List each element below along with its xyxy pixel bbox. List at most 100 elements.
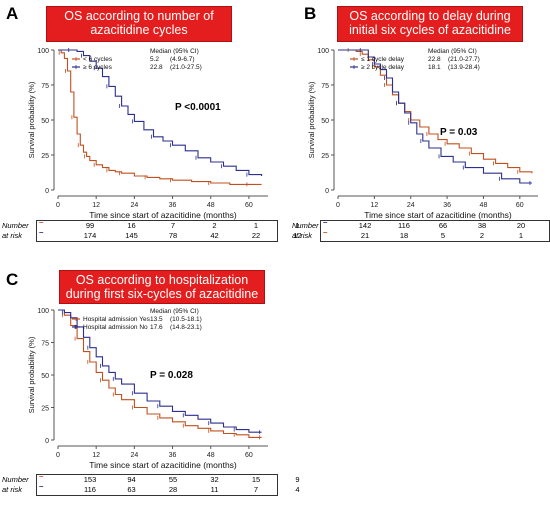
panel-letter-a: A [6, 4, 19, 23]
y-tick-label: 0 [325, 188, 329, 195]
legend-header: Median (95% CI) [150, 48, 199, 55]
risk-cell: 4 [295, 485, 300, 494]
x-tick-label: 48 [207, 452, 215, 459]
risk-cell: 11 [210, 485, 219, 494]
risk-table-c: Number at risk – 153 94 55 32 15 9 – 116 63 28 11 7 4 [0, 472, 300, 504]
y-tick-label: 100 [37, 308, 49, 315]
panel-letter-c: C [6, 270, 19, 289]
risk-row-marker: – [39, 482, 44, 491]
risk-cell: 18 [399, 231, 409, 240]
x-tick-label: 36 [443, 202, 451, 209]
risk-row-marker: – [39, 228, 44, 237]
legend-ci: (21.0-27.7) [448, 56, 480, 63]
risk-cell: 7 [253, 485, 259, 494]
legend: Median (95% CI) ≤ 1 cycle delay 22.8 (21.0-… [350, 48, 480, 71]
x-tick-label: 12 [92, 202, 100, 209]
x-tick-label: 24 [130, 452, 138, 459]
x-tick-label: 0 [56, 452, 60, 459]
panel-a-title-line1: OS according to number of [64, 9, 214, 23]
y-tick-label: 25 [41, 153, 49, 160]
risk-row-marker: – [39, 218, 44, 227]
panel-b-title: OS according to delay during initial six… [337, 6, 523, 42]
risk-cell: 12 [293, 231, 302, 240]
legend-median: 22.8 [150, 64, 163, 71]
p-value: P = 0.03 [440, 127, 478, 138]
x-axis-label: Time since start of azacitidine (months) [364, 210, 512, 220]
x-tick-label: 36 [169, 202, 177, 209]
y-axis-label: Survival probability (%) [27, 81, 36, 158]
legend-series-name: ≥ 2 cycle delay [361, 64, 405, 71]
risk-cell: 16 [127, 221, 136, 230]
risk-cell: 142 [358, 221, 372, 230]
y-tick-label: 0 [45, 188, 49, 195]
y-tick-label: 100 [37, 48, 49, 55]
panel-a-title-line2: azacitidine cycles [90, 23, 188, 37]
legend-median: 18.1 [428, 64, 441, 71]
panel-c-title: OS according to hospitalization during f… [59, 270, 265, 304]
y-tick-label: 25 [321, 153, 329, 160]
risk-row-marker: – [323, 218, 328, 227]
y-tick-label: 100 [317, 48, 329, 55]
survival-curve-1 [58, 49, 262, 185]
legend-series-name: Hospital admission Yes [83, 316, 151, 323]
risk-cell: 55 [168, 475, 178, 484]
x-tick-label: 24 [130, 202, 138, 209]
risk-label-at-risk: at risk [292, 231, 313, 240]
risk-label-number: Number [2, 475, 29, 484]
x-tick-label: 48 [480, 202, 488, 209]
x-tick-label: 24 [407, 202, 415, 209]
panel-a-title: OS according to number of azacitidine cy… [46, 6, 232, 42]
legend-median: 17.6 [150, 324, 163, 331]
y-tick-label: 50 [41, 118, 49, 125]
x-tick-label: 60 [516, 202, 524, 209]
y-tick-label: 75 [41, 83, 49, 90]
panel-b-title-line2: initial six cycles of azacitidine [349, 23, 511, 37]
panel-c-title-line2: during first six-cycles of azacitidine [65, 287, 259, 301]
survival-curve-1 [58, 309, 262, 438]
risk-cell: 1 [295, 221, 300, 230]
risk-cell: 153 [83, 475, 97, 484]
survival-curve-2 [58, 309, 262, 433]
panel-b-title-line1: OS according to delay during [349, 9, 511, 23]
legend-ci: (10.5-18.1) [170, 316, 202, 323]
risk-cell: 22 [251, 231, 261, 240]
legend-ci: (13.9-28.4) [448, 64, 480, 71]
x-tick-label: 60 [245, 202, 253, 209]
risk-cell: 99 [85, 221, 95, 230]
y-tick-label: 75 [41, 341, 49, 348]
p-value: P <0.0001 [175, 102, 221, 113]
km-chart-c: 0 25 50 75 100 0 12 24 36 48 60 Time since start of… [27, 308, 268, 470]
x-tick-label: 12 [370, 202, 378, 209]
risk-cell: 66 [438, 221, 448, 230]
legend-header: Median (95% CI) [428, 48, 477, 55]
x-tick-label: 60 [245, 452, 253, 459]
risk-cell: 42 [210, 231, 219, 240]
legend: Median (95% CI)Hospital admission Yes 13.… [72, 308, 202, 331]
survival-curve-2 [58, 49, 263, 176]
risk-cell: 1 [253, 221, 259, 230]
y-axis-label: Survival probability (%) [307, 81, 316, 158]
km-chart-a: 0 25 50 75 100 0 12 24 36 48 60 Time since start of… [27, 48, 268, 220]
legend-median: 22.8 [428, 56, 441, 63]
y-tick-label: 50 [41, 373, 49, 380]
x-tick-label: 0 [336, 202, 340, 209]
legend-series-name: ≥ 6 cycles [83, 64, 113, 71]
risk-cell: 94 [127, 475, 136, 484]
risk-cell: 15 [251, 475, 261, 484]
risk-cell: 32 [210, 475, 219, 484]
x-tick-label: 12 [92, 452, 100, 459]
y-tick-label: 0 [45, 438, 49, 445]
y-tick-label: 50 [321, 118, 329, 125]
y-tick-label: 25 [41, 406, 49, 413]
risk-row-marker: – [39, 472, 44, 481]
legend: Median (95% CI) < 6 cycles 5.2 (4.9-6.7) ≥ 6… [72, 48, 202, 71]
risk-cell: 116 [398, 221, 410, 230]
panel-c-title-line1: OS according to hospitalization [75, 273, 249, 287]
y-tick-label: 75 [321, 83, 329, 90]
risk-label-at-risk: at risk [2, 231, 23, 240]
risk-cell: 5 [440, 231, 446, 240]
x-axis-label: Time since start of azacitidine (months) [89, 210, 237, 220]
x-tick-label: 36 [169, 452, 177, 459]
legend-median: 13.5 [150, 316, 163, 323]
